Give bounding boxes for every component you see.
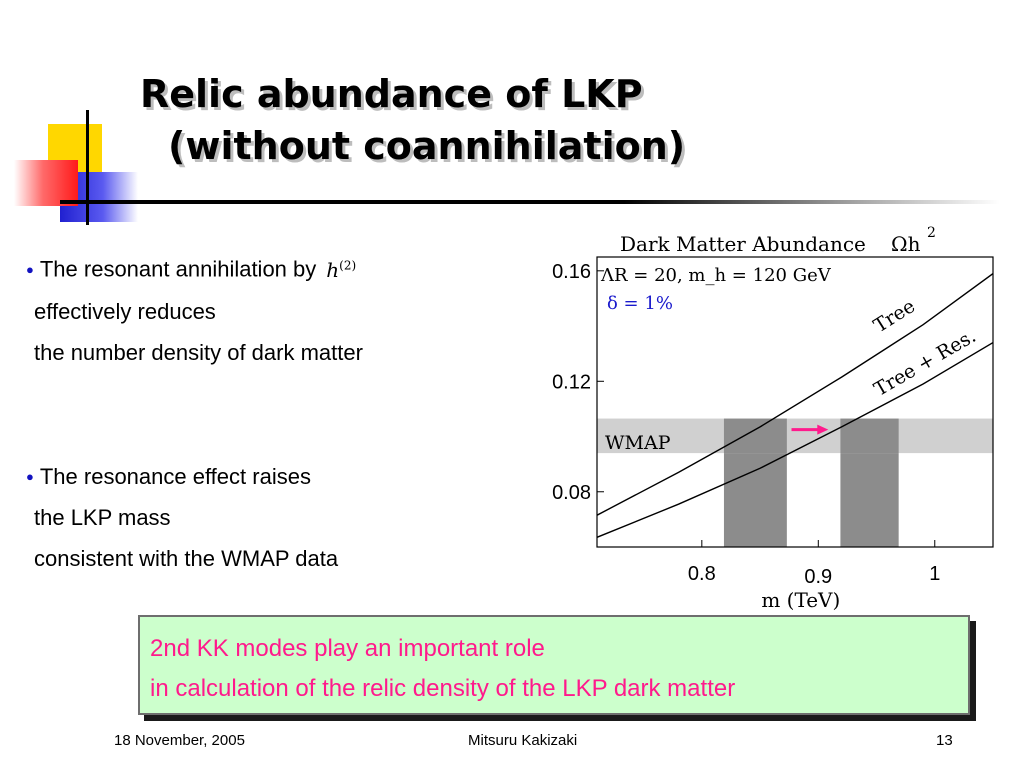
bullet-dot-icon: ● [26, 261, 34, 277]
y-tick-label: 0.16 [552, 261, 591, 283]
footer-author: Mitsuru Kakizaki [468, 732, 578, 749]
slide-title: Relic abundance of LKP (without coannihi… [140, 68, 685, 172]
footer-page-number: 13 [936, 732, 953, 749]
bullet-2-line-2: the LKP mass [34, 505, 171, 530]
mass-band-lower-2 [840, 453, 899, 547]
callout-line-1: 2nd KK modes play an important role [150, 635, 545, 662]
x-tick-label: 0.8 [688, 563, 716, 585]
series-label-tree: Tree [870, 295, 919, 337]
wmap-label: WMAP [605, 432, 671, 454]
title-line-2: (without coannihilation) [168, 124, 686, 168]
plot-frame [596, 256, 994, 548]
series-line-tree-res [597, 341, 993, 538]
title-line-1: Relic abundance of LKP [140, 72, 643, 116]
h2-math-symbol: h(2) [326, 257, 357, 282]
bullet-1-line-1: The resonant annihilation by [39, 256, 317, 282]
series-label-tree-res: Tree + Res. [870, 325, 979, 401]
bullet-resonance-effect: ● The resonance effect raises the LKP mas… [26, 456, 338, 579]
logo-red-square [14, 160, 78, 206]
title-underline [60, 200, 1000, 204]
logo-vertical-line [86, 110, 89, 225]
conclusion-callout: 2nd KK modes play an important role in c… [138, 615, 970, 715]
bullet-2-line-3: consistent with the WMAP data [34, 546, 339, 571]
chart-title-symbol: Ωh [891, 232, 921, 256]
bullet-1-line-2: effectively reduces [34, 298, 216, 324]
mass-band-wmap-2 [840, 418, 899, 454]
x-tick-label: 1 [929, 563, 940, 585]
mass-band-lower-1 [723, 453, 787, 547]
shift-arrow-head [817, 424, 829, 435]
series-line-tree [597, 273, 993, 516]
x-axis-label: m (TeV) [761, 588, 840, 612]
callout-line-2: in calculation of the relic density of t… [150, 675, 736, 702]
chart-title: Dark Matter Abundance [620, 232, 866, 256]
x-tick-label: 0.9 [804, 566, 832, 588]
bullet-resonant-annihilation: ● The resonant annihilation by h(2) effect… [26, 245, 363, 373]
y-tick-label: 0.08 [552, 482, 591, 504]
bullet-1-line-3: the number density of dark matter [34, 339, 363, 365]
wmap-band [597, 418, 993, 454]
chart-annotation-delta: δ = 1% [607, 293, 673, 314]
chart-annotation-params: ΛR = 20, m_h = 120 GeV [600, 265, 832, 286]
footer-date: 18 November, 2005 [114, 732, 245, 749]
bullet-dot-icon: ● [26, 469, 34, 484]
bullet-2-line-1: The resonance effect raises [39, 464, 311, 489]
mass-band-wmap-1 [723, 418, 787, 454]
chart-title-superscript: 2 [927, 225, 936, 241]
y-tick-label: 0.12 [552, 371, 591, 393]
